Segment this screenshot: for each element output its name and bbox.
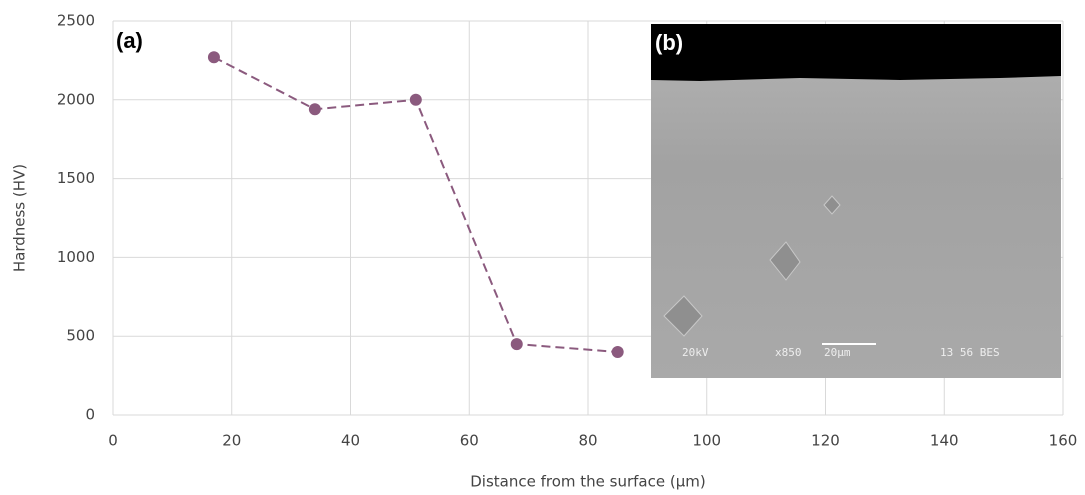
y-tick-label: 2500	[57, 12, 95, 30]
y-tick-label: 2000	[57, 90, 95, 108]
x-tick-label: 40	[341, 432, 360, 450]
data-point	[308, 103, 321, 116]
y-tick-label: 1500	[57, 169, 95, 187]
x-tick-label: 100	[692, 432, 721, 450]
x-tick-label: 20	[222, 432, 241, 450]
y-tick-label: 500	[66, 327, 95, 345]
data-point	[409, 93, 422, 106]
inset-text: 13 56 BES	[940, 346, 1000, 359]
inset-text: 20kV	[682, 346, 709, 359]
sem-image	[651, 24, 1061, 378]
x-axis-label: Distance from the surface (µm)	[470, 473, 705, 491]
y-tick-label: 0	[85, 406, 95, 424]
x-tick-label: 60	[460, 432, 479, 450]
inset-text: 20µm	[824, 346, 851, 359]
x-tick-label: 80	[578, 432, 597, 450]
x-tick-label: 160	[1049, 432, 1078, 450]
indents	[663, 195, 841, 337]
panel-label: (a)	[116, 28, 143, 53]
panel-label: (b)	[655, 30, 683, 55]
data-point	[510, 338, 523, 351]
inset-image: 20kV x850 20µm 13 56 BES (b)	[651, 24, 1061, 378]
y-axis-label: Hardness (HV)	[11, 164, 29, 272]
x-tick-label: 140	[930, 432, 959, 450]
x-tick-label: 0	[108, 432, 118, 450]
sem-top	[651, 24, 1061, 81]
data-point	[611, 345, 624, 358]
y-tick-label: 1000	[57, 248, 95, 266]
data-point	[207, 51, 220, 64]
inset-text: x850	[775, 346, 802, 359]
x-tick-label: 120	[811, 432, 840, 450]
